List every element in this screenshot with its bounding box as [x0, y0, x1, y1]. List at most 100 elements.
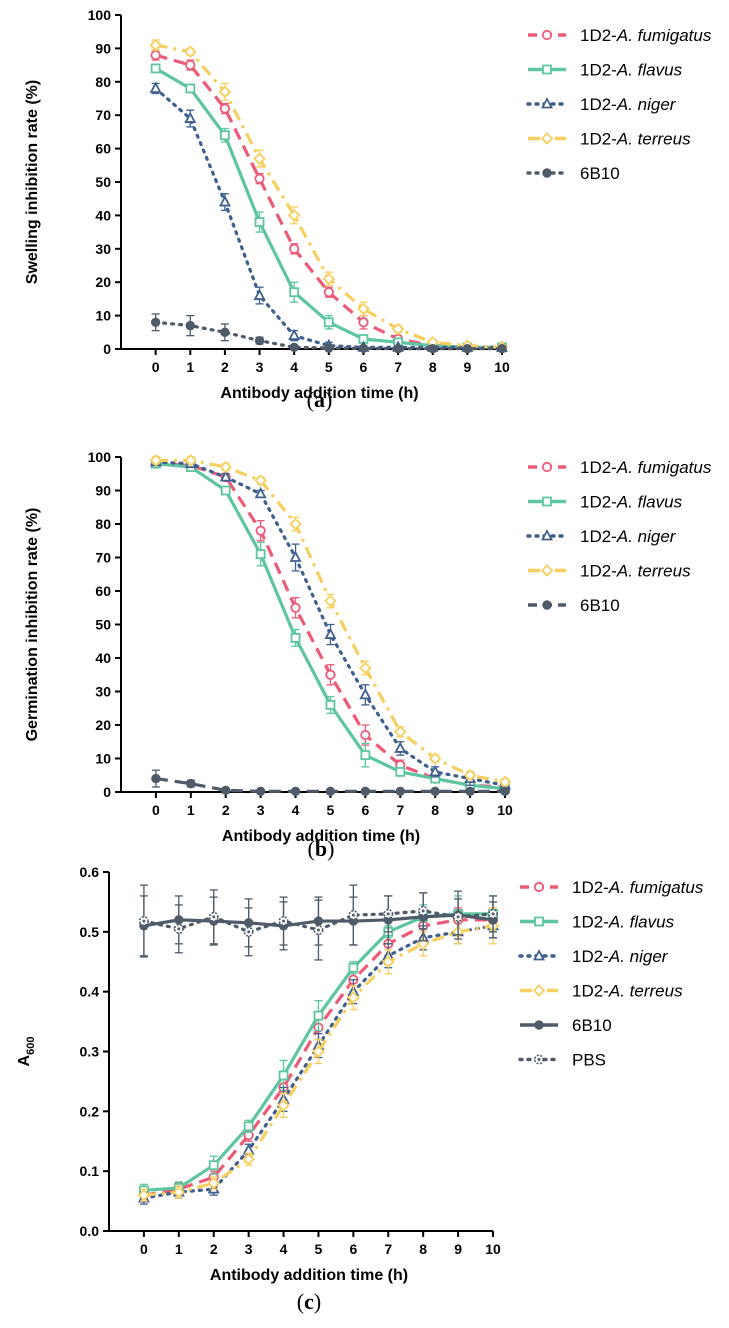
x-tick-label: 7: [394, 359, 402, 375]
legend-entry-flavus: 1D2-A. flavus: [520, 913, 675, 932]
legend-label: 1D2-A. terreus: [580, 562, 691, 581]
data-point-pbs-dot: [247, 930, 251, 934]
x-tick-label: 0: [140, 1241, 148, 1257]
data-point-terreus: [381, 955, 395, 969]
x-tick-label: 2: [222, 802, 230, 818]
legend-label-species: flavus: [630, 913, 675, 932]
legend-label-prefix: 1D2-: [580, 493, 617, 512]
data-point-terreus: [184, 454, 198, 467]
panel-label-letter: a: [314, 387, 325, 412]
legend-label-species: niger: [638, 527, 677, 546]
legend-label-species: niger: [638, 95, 677, 114]
data-point-terreus: [289, 517, 302, 531]
x-tick-label: 4: [292, 802, 300, 818]
legend-label: 1D2-A. fumigatus: [580, 26, 712, 45]
legend-label-prefix: 1D2-: [572, 947, 609, 966]
data-point-mab6B10: [360, 786, 371, 797]
data-point-terreus: [253, 152, 266, 165]
series-niger: [149, 455, 511, 790]
legend-label-prefix: 1D2-: [572, 982, 609, 1001]
data-point-mab6B10: [325, 786, 336, 797]
data-point-mab6B10: [395, 786, 405, 797]
series-line-terreus: [143, 924, 494, 1197]
legend-label-species: flavus: [638, 493, 683, 512]
legend-swatch-marker: [541, 29, 553, 41]
x-tick-label: 7: [396, 802, 404, 818]
data-point-niger: [288, 328, 301, 341]
legend-swatch-marker: [533, 881, 545, 893]
data-point-mab6B10: [465, 786, 475, 797]
x-tick-label: 9: [454, 1241, 462, 1257]
y-tick-label: 0: [103, 341, 111, 357]
legend-label: 1D2-A. fumigatus: [572, 878, 704, 897]
y-tick-label: 50: [95, 174, 111, 190]
series-line-terreus: [155, 43, 503, 349]
data-point-terreus: [277, 1099, 290, 1112]
data-point-fumigatus: [254, 173, 265, 184]
y-tick-label: 0: [103, 784, 111, 800]
x-tick-label: 8: [419, 1241, 427, 1257]
y-tick-label: 0.3: [80, 1044, 100, 1060]
y-axis-title-main: Swelling inhibition rate (%): [24, 80, 41, 284]
y-tick-label: 20: [95, 717, 111, 733]
series-line-fumigatus: [155, 53, 502, 349]
legend-label: 1D2-A. flavus: [572, 913, 675, 932]
data-point-flavus: [255, 549, 266, 560]
panel-label-paren-close: ): [327, 836, 334, 861]
data-point-niger: [184, 111, 197, 123]
legend-swatch-marker: [532, 984, 546, 997]
legend-swatch-marker: [540, 564, 554, 577]
data-point-niger: [359, 687, 372, 700]
panel-a: 0 10 20 30 40 50 60 70 80 90 100 0 1 2 3 4 5 6 7 8 9 10 Antibo…: [24, 7, 712, 412]
series-niger: [149, 81, 508, 352]
series-line-niger: [154, 460, 507, 787]
data-point-pbs-dot: [282, 919, 286, 923]
legend-entry-mab6B10: 6B10: [528, 596, 620, 615]
x-tick-label: 4: [280, 1241, 288, 1257]
y-tick-label: 90: [95, 483, 111, 499]
legend-label-species: flavus: [638, 61, 683, 80]
x-axis-title: Antibody addition time (h): [210, 1267, 408, 1284]
data-point-terreus: [149, 454, 163, 467]
y-axis-title: Swelling inhibition rate (%): [24, 80, 41, 284]
data-point-fumigatus: [325, 669, 336, 680]
legend-swatch-marker: [541, 461, 553, 473]
panel-label-paren-open: (: [307, 387, 314, 412]
y-tick-label: 100: [88, 7, 112, 23]
y-tick-label: 0.0: [80, 1223, 100, 1239]
data-point-fumigatus: [150, 49, 161, 61]
legend-label-prefix-italic: A.: [608, 947, 630, 966]
legend-label-prefix: 1D2-: [572, 913, 609, 932]
y-tick-label: 80: [95, 516, 111, 532]
data-point-terreus: [137, 1188, 151, 1202]
x-tick-label: 5: [325, 359, 333, 375]
x-tick-label: 4: [290, 359, 298, 375]
legend-label: 1D2-A. niger: [580, 527, 677, 546]
legend-entry-fumigatus: 1D2-A. fumigatus: [528, 458, 712, 477]
legend-entry-flavus: 1D2-A. flavus: [528, 493, 683, 512]
legend-entry-niger: 1D2-A. niger: [518, 947, 669, 966]
data-point-pbs-dot: [177, 927, 181, 931]
data-point-flavus: [289, 287, 300, 298]
x-tick-label: 10: [494, 359, 510, 375]
legend-label-prefix-italic: A.: [616, 61, 638, 80]
data-point-niger: [149, 81, 162, 93]
data-point-niger: [289, 550, 302, 562]
data-point-terreus: [149, 38, 162, 52]
legend-label-prefix: 1D2-: [580, 130, 617, 149]
data-point-terreus: [428, 752, 442, 765]
series-line-niger: [154, 86, 504, 349]
data-point-mab6B10: [220, 327, 230, 337]
data-point-fumigatus: [185, 59, 196, 71]
x-tick-label: 0: [152, 802, 160, 818]
x-tick-label: 1: [186, 359, 194, 375]
data-point-fumigatus: [360, 729, 371, 741]
x-tick-label: 8: [429, 359, 437, 375]
legend-label-prefix-italic: A.: [616, 458, 638, 477]
data-point-terreus: [183, 45, 197, 59]
x-tick-label: 6: [349, 1241, 357, 1257]
data-point-pbs-dot: [142, 919, 146, 923]
data-point-pbs-dot: [456, 915, 460, 919]
data-point-mab6B10: [428, 343, 438, 354]
